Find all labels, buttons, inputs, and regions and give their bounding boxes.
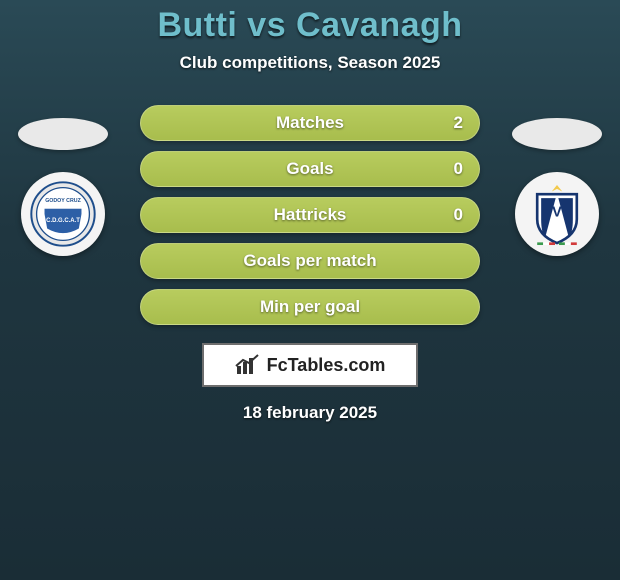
stat-label: Matches (276, 113, 344, 133)
svg-text:C.D.G.C.A.T: C.D.G.C.A.T (46, 218, 80, 224)
player-right-photo-placeholder (512, 118, 602, 150)
player-right: V (502, 118, 612, 256)
svg-text:V: V (552, 205, 562, 221)
stat-right-value: 0 (454, 159, 463, 179)
godoy-cruz-crest: GODOY CRUZ C.D.G.C.A.T (21, 172, 105, 256)
stat-row-goals-per-match: Goals per match (140, 243, 480, 279)
player-left: GODOY CRUZ C.D.G.C.A.T (8, 118, 118, 256)
date-label: 18 february 2025 (243, 403, 377, 423)
stat-row-matches: Matches 2 (140, 105, 480, 141)
stat-label: Min per goal (260, 297, 360, 317)
stat-row-hattricks: Hattricks 0 (140, 197, 480, 233)
stat-row-min-per-goal: Min per goal (140, 289, 480, 325)
player-left-photo-placeholder (18, 118, 108, 150)
stat-label: Hattricks (274, 205, 347, 225)
stat-row-goals: Goals 0 (140, 151, 480, 187)
stat-right-value: 0 (454, 205, 463, 225)
svg-text:GODOY CRUZ: GODOY CRUZ (45, 198, 81, 204)
fctables-logo: FcTables.com (202, 343, 418, 387)
stat-label: Goals (286, 159, 333, 179)
stat-right-value: 2 (454, 113, 463, 133)
infographic-container: Butti vs Cavanagh Club competitions, Sea… (0, 0, 620, 580)
bar-chart-icon (235, 354, 261, 376)
logo-text: FcTables.com (267, 355, 386, 376)
stat-label: Goals per match (243, 251, 376, 271)
subtitle: Club competitions, Season 2025 (180, 53, 441, 73)
page-title: Butti vs Cavanagh (157, 6, 462, 45)
velez-crest: V (515, 172, 599, 256)
